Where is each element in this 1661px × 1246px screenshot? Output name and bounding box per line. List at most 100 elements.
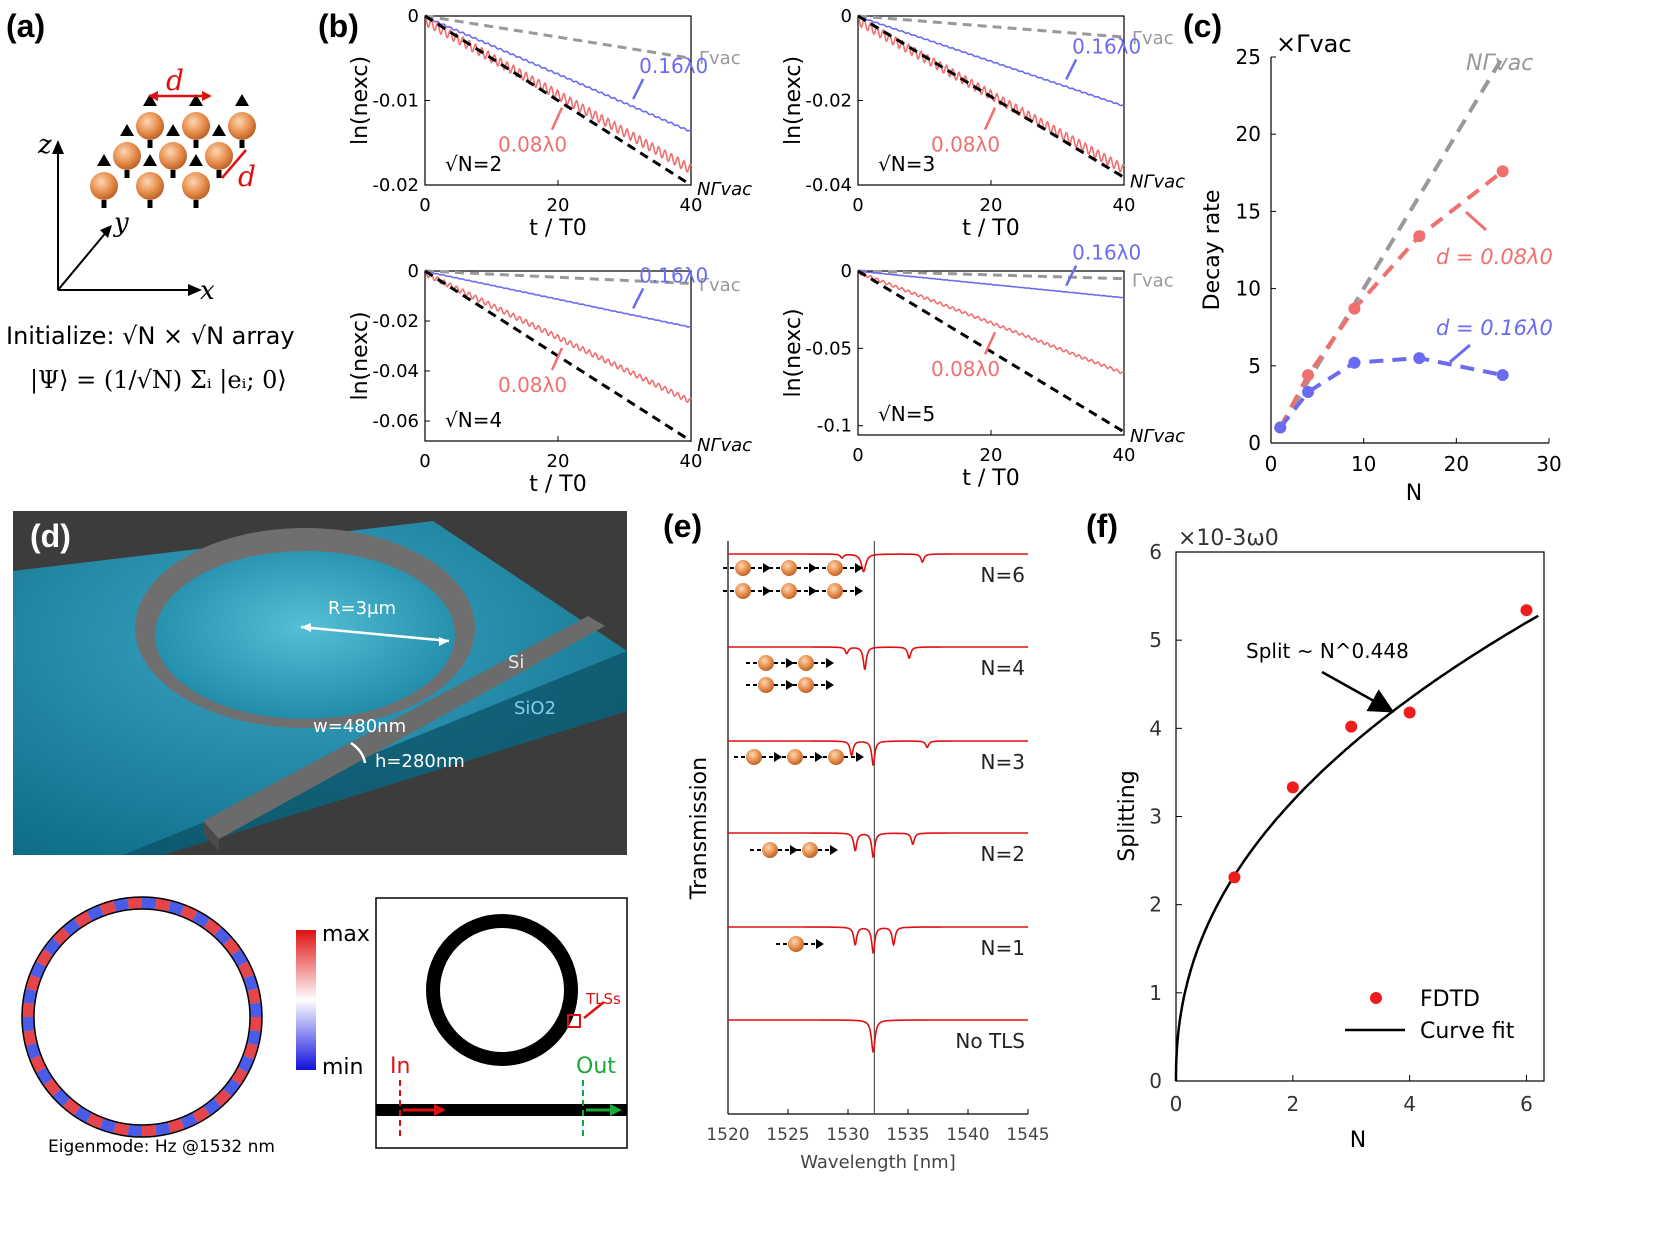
x-tick-label: 1525	[766, 1125, 809, 1145]
y-tick-label: 0	[1248, 431, 1261, 455]
mini-atom	[781, 560, 797, 576]
atom-dipole-tail	[101, 200, 107, 208]
y-tick-label: -0.02	[372, 311, 419, 332]
x-axis-label: t / T0	[529, 216, 586, 241]
mini-atom	[787, 749, 803, 765]
x-tick-label: 20	[1444, 452, 1469, 476]
fit-curve	[1174, 614, 1539, 1081]
mode-lobe	[249, 1017, 262, 1032]
y-tick-label: 1	[1149, 981, 1162, 1005]
mini-atom	[758, 677, 774, 693]
annotation-vac: Γvac	[1132, 28, 1174, 49]
mode-lobe	[43, 1078, 62, 1097]
mode-lobe	[99, 1117, 117, 1134]
y-tick-label: -0.02	[372, 175, 419, 196]
annotation-near: 0.08λ0	[498, 373, 567, 397]
atom	[136, 172, 164, 200]
x-axis-label: N	[1350, 1128, 1366, 1153]
x-tick-label: 1540	[946, 1125, 989, 1145]
atom-dipole-up	[143, 154, 157, 166]
si-label: Si	[508, 652, 525, 673]
mode-lobe	[142, 1124, 157, 1137]
x-axis-label: t / T0	[962, 216, 1019, 241]
data-point	[1403, 706, 1416, 719]
decay-subplot: 0 20 40 0 -0.02 -0.04 -0.06 √N=4 ln(nexc) t / T0 Γ…	[348, 261, 752, 497]
x-tick-label: 2	[1286, 1092, 1299, 1116]
transmission-trace	[728, 1019, 1028, 1053]
atom-dipole-up	[166, 124, 180, 136]
y-tick-label: 5	[1248, 354, 1261, 378]
data-point	[1302, 369, 1315, 382]
mini-atom	[758, 655, 774, 671]
data-point	[1348, 356, 1361, 369]
atom	[136, 112, 164, 140]
annotation-superradiant: NΓvac	[1466, 51, 1533, 76]
transmission-trace	[728, 926, 1028, 955]
mini-atom	[788, 936, 804, 952]
annotation-arrow	[1065, 265, 1078, 287]
series-vac	[424, 14, 692, 60]
data-point	[1496, 165, 1509, 178]
atom-dipole-up	[212, 124, 226, 136]
trace-label: N=1	[981, 936, 1025, 960]
width-label: w=480nm	[313, 716, 407, 737]
atom-dipole-tail	[147, 200, 153, 208]
panel-label-e: (e)	[663, 508, 703, 544]
mini-atom	[746, 749, 762, 765]
fit-annotation-arrow	[1321, 670, 1395, 713]
mode-lobe	[203, 1097, 222, 1116]
y-tick-label: 0	[1149, 1069, 1162, 1093]
y-tick-label: 4	[1149, 716, 1162, 740]
x-tick-label: 20	[547, 195, 570, 216]
y-tick-label: -0.04	[372, 361, 419, 382]
series-superradiant	[424, 14, 692, 187]
y-axis-label: ln(nexc)	[781, 308, 806, 397]
series-line	[1278, 55, 1505, 429]
dipole-arrowhead	[855, 586, 863, 596]
atom-dipole-tail	[193, 140, 199, 148]
mode-lobe	[113, 897, 129, 913]
mini-atom	[762, 842, 778, 858]
annotation-superradiant: NΓvac	[697, 179, 752, 200]
x-tick-label: 20	[980, 445, 1003, 466]
mode-lobe	[249, 1002, 262, 1017]
data-point	[1274, 421, 1287, 434]
x-tick-label: 4	[1403, 1092, 1416, 1116]
ring-render-svg	[13, 521, 627, 855]
in-label: In	[390, 1054, 411, 1079]
series-far	[857, 15, 1125, 107]
mini-atom	[802, 842, 818, 858]
mini-atom	[735, 583, 751, 599]
trace-label: N=4	[981, 656, 1025, 680]
dipole-arrowhead	[855, 563, 863, 573]
mode-lobe	[127, 1124, 142, 1137]
schematic	[375, 897, 628, 1149]
colorbar-min-label: min	[322, 1055, 364, 1080]
legend-marker-fdtd	[1370, 992, 1382, 1004]
annotation-arrow	[1464, 210, 1488, 232]
mode-lobe	[99, 900, 117, 917]
atom-dipole-up	[97, 154, 111, 166]
y-tick-label: 0	[408, 261, 419, 282]
y-axis-label: Splitting	[1115, 770, 1140, 861]
annotation-far: 0.16λ0	[639, 54, 708, 78]
x-tick-label: 0	[419, 195, 430, 216]
atom-dipole-up	[189, 94, 203, 106]
x-tick-label: 30	[1536, 452, 1561, 476]
mode-lobe	[113, 1121, 129, 1137]
mini-atom	[798, 677, 814, 693]
ring-render	[13, 511, 627, 855]
y-tick-label: 3	[1149, 805, 1162, 829]
atom-dipole-up	[235, 94, 249, 106]
atom-array-diagram	[90, 94, 256, 208]
axis-y-label: y	[114, 208, 129, 238]
mode-lobe	[242, 1042, 259, 1060]
mode-lobe	[167, 1117, 185, 1134]
mode-lobe	[213, 1088, 232, 1107]
atom-dipole-tail	[170, 170, 176, 178]
y-tick-label: 20	[1236, 122, 1261, 146]
annotation-near: 0.08λ0	[498, 133, 567, 157]
x-tick-label: 1530	[826, 1125, 869, 1145]
atom	[90, 172, 118, 200]
mode-lobe	[213, 927, 232, 946]
